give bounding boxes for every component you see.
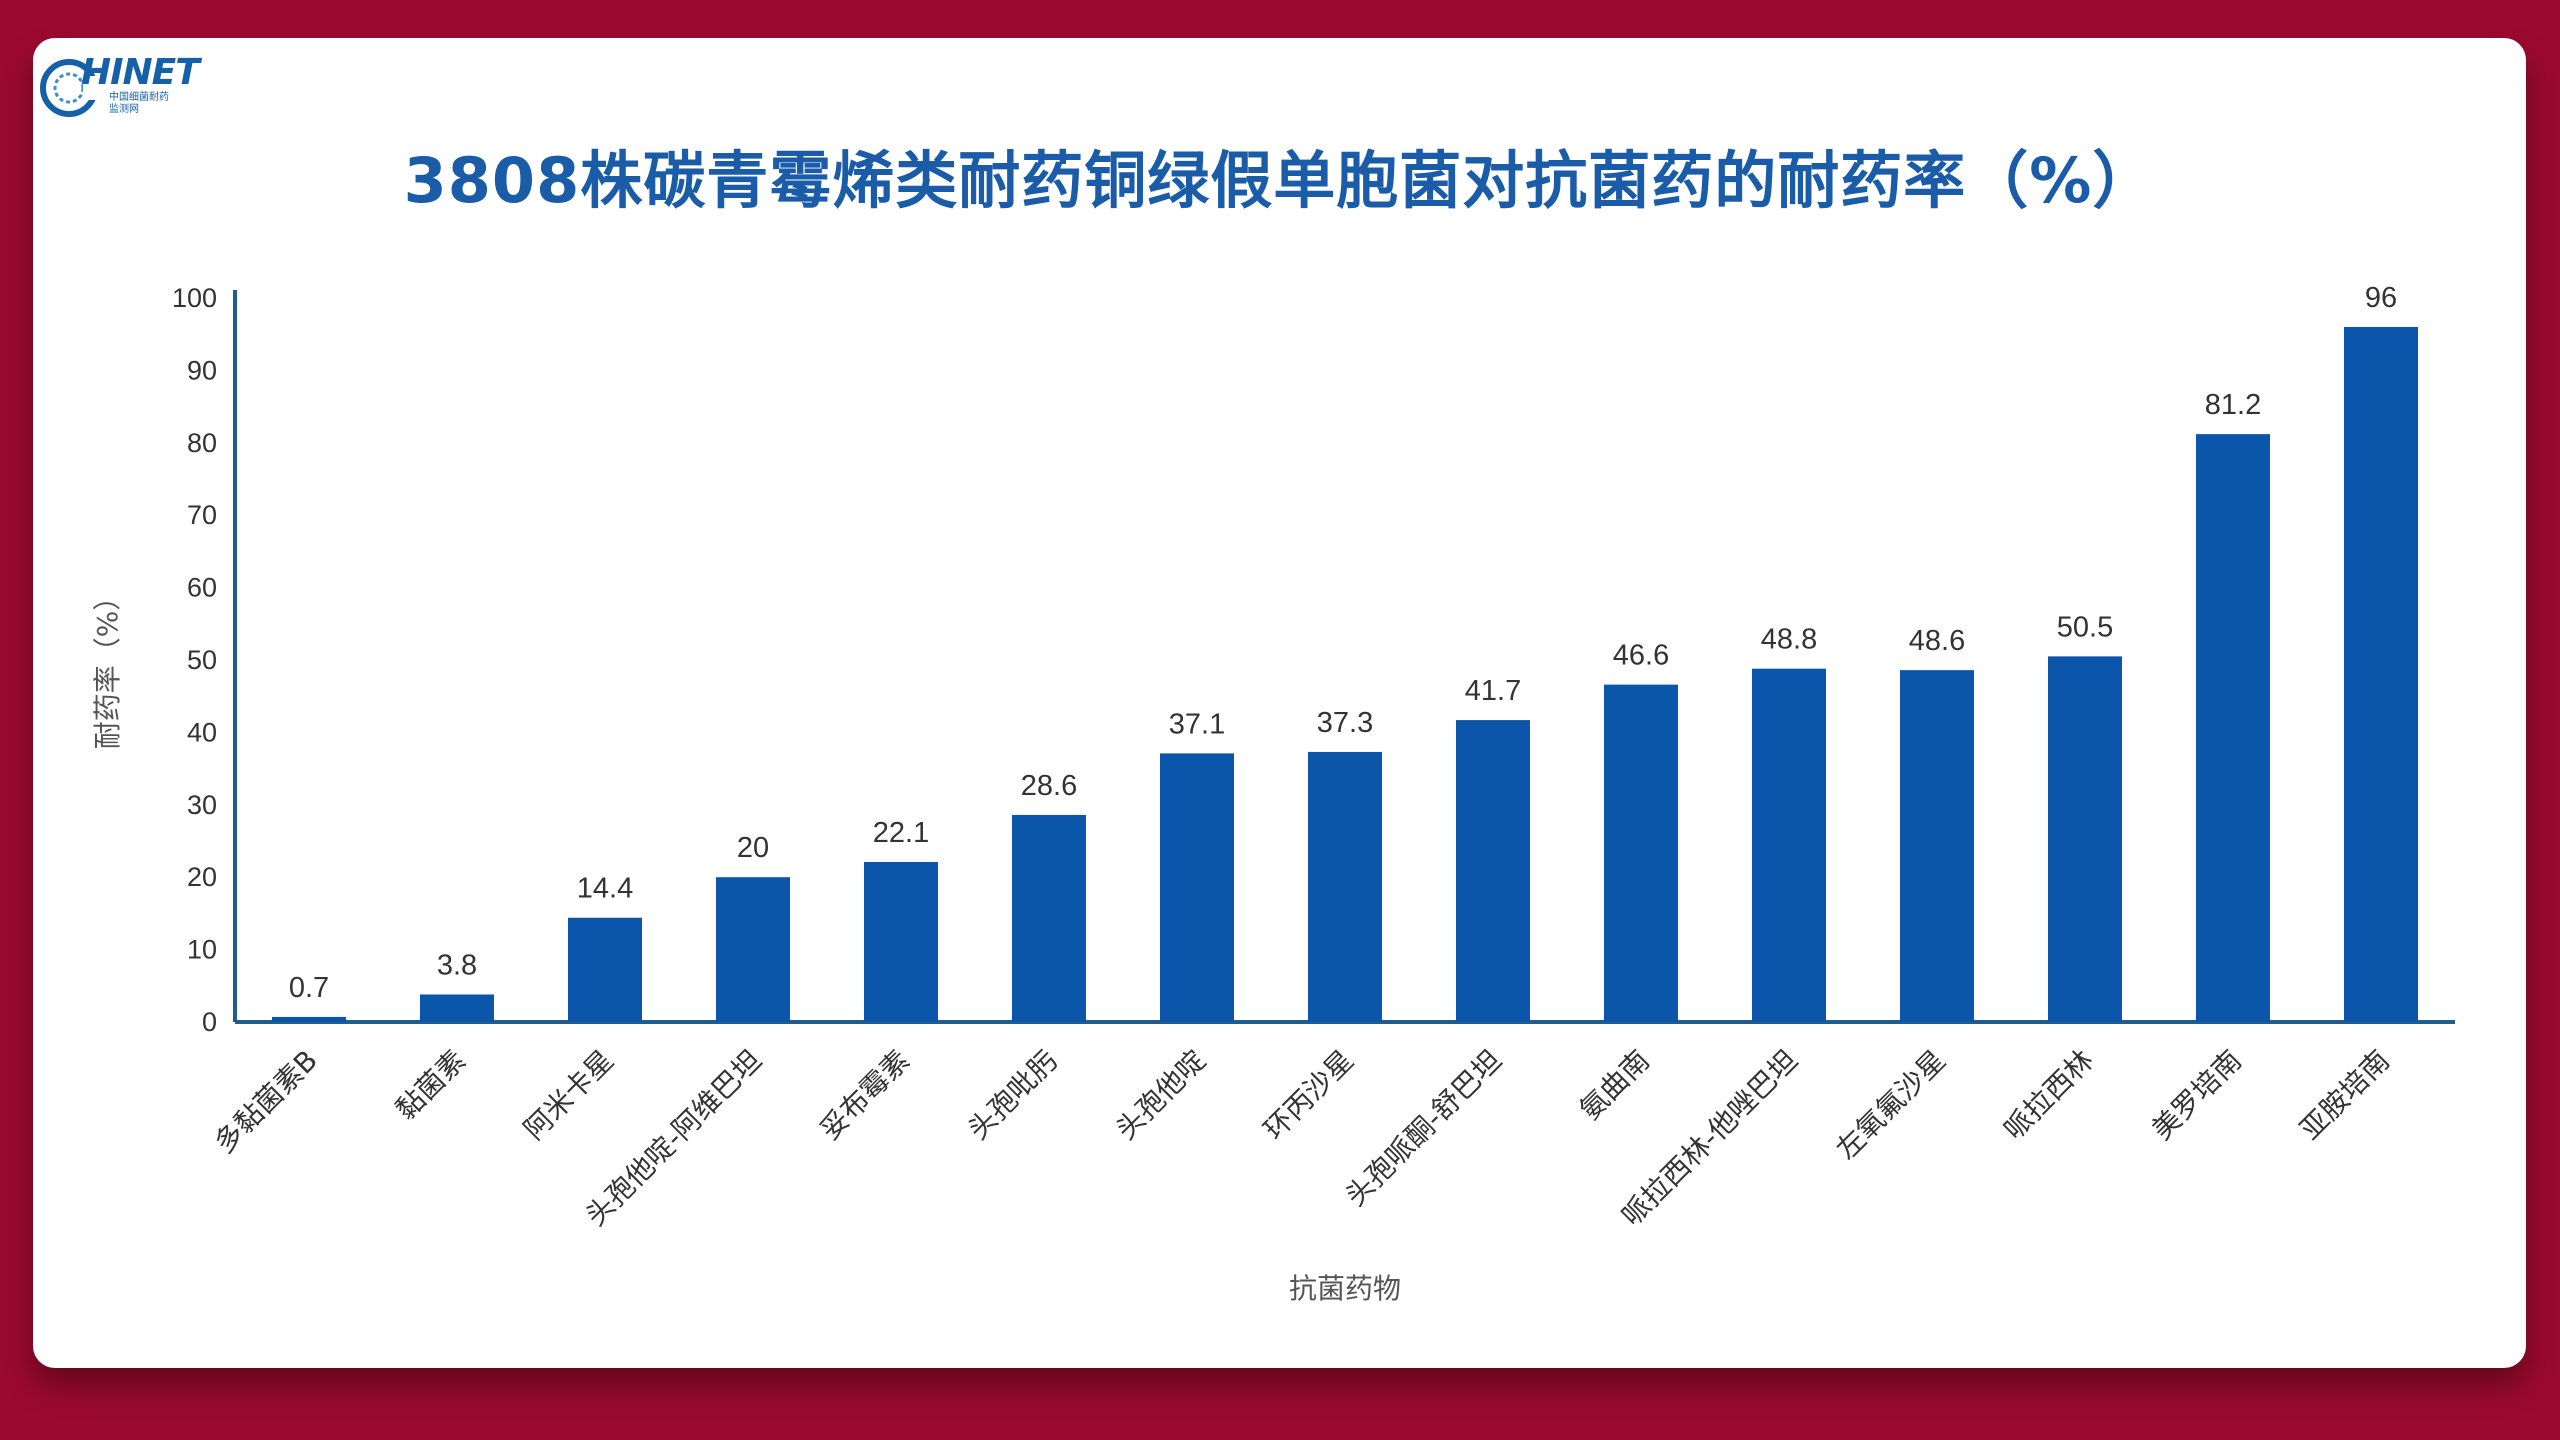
y-axis-title: 耐药率（%） — [91, 583, 124, 750]
category-label: 多黏菌素B — [208, 1044, 324, 1160]
data-label: 3.8 — [437, 949, 477, 981]
y-tick-label: 20 — [187, 862, 217, 892]
y-tick-label: 80 — [187, 428, 217, 458]
category-label: 美罗培南 — [2145, 1044, 2248, 1147]
bar — [420, 994, 494, 1022]
bar — [568, 917, 642, 1022]
x-axis-title: 抗菌药物 — [1289, 1272, 1401, 1305]
logo-icon — [40, 59, 99, 117]
y-tick-label: 70 — [187, 500, 217, 530]
data-label: 81.2 — [2205, 389, 2261, 421]
logo-subtitle: 中国细菌耐药 监测网 — [109, 92, 169, 115]
data-label: 46.6 — [1613, 640, 1669, 672]
chinet-logo: HINET 中国细菌耐药 监测网 — [39, 48, 200, 120]
bar — [1012, 814, 1086, 1022]
data-label: 14.4 — [577, 873, 633, 905]
bar — [1160, 753, 1234, 1022]
y-tick-label: 50 — [187, 645, 217, 675]
bar — [2048, 656, 2122, 1022]
category-label: 头孢哌酮-舒巴坦 — [1339, 1044, 1508, 1213]
bar-chart: 0 10 20 30 40 50 60 70 80 90 100 耐药率（%） 0.7 多黏菌素B 3.8 黏… — [91, 282, 2455, 1305]
y-tick-label: 100 — [172, 283, 217, 313]
bar — [2344, 326, 2418, 1023]
category-label: 妥布霉素 — [813, 1044, 916, 1147]
data-label: 41.7 — [1465, 675, 1521, 707]
y-tick-label: 30 — [187, 790, 217, 820]
data-label: 28.6 — [1021, 770, 1077, 802]
bar — [716, 877, 790, 1022]
y-tick-label: 0 — [202, 1007, 217, 1037]
bar — [1752, 668, 1826, 1022]
category-label: 阿米卡星 — [517, 1044, 620, 1147]
data-label: 50.5 — [2057, 611, 2113, 643]
bar — [272, 1016, 346, 1022]
data-label: 96 — [2365, 282, 2397, 314]
data-label: 22.1 — [873, 817, 929, 849]
data-label: 20 — [737, 832, 769, 864]
bar — [2196, 434, 2270, 1022]
category-label: 环丙沙星 — [1257, 1044, 1360, 1147]
data-label: 37.3 — [1317, 707, 1373, 739]
data-label: 0.7 — [289, 972, 329, 1004]
data-label: 37.1 — [1169, 708, 1225, 740]
bar — [1308, 751, 1382, 1022]
category-label: 头孢他啶 — [1109, 1044, 1212, 1147]
category-label: 头孢吡肟 — [961, 1044, 1064, 1147]
bar — [1456, 720, 1530, 1022]
data-label: 48.6 — [1909, 625, 1965, 657]
chart-card: HINET 中国细菌耐药 监测网 3808株碳青霉烯类耐药铜绿假单胞菌对抗菌药的… — [33, 38, 2526, 1368]
bar — [1900, 670, 1974, 1022]
bar — [864, 861, 938, 1022]
y-tick-label: 90 — [187, 355, 217, 385]
bar — [1604, 684, 1678, 1022]
category-label: 黏菌素 — [389, 1044, 472, 1127]
y-tick-label: 10 — [187, 935, 217, 965]
category-label: 左氧氟沙星 — [1830, 1044, 1952, 1166]
logo-word: HINET — [81, 52, 200, 93]
category-label: 亚胺培南 — [2293, 1044, 2396, 1147]
data-label: 48.8 — [1761, 624, 1817, 656]
category-label: 氨曲南 — [1573, 1044, 1656, 1127]
y-tick-label: 40 — [187, 717, 217, 747]
category-label: 哌拉西林 — [1997, 1044, 2100, 1147]
y-tick-label: 60 — [187, 573, 217, 603]
chart-title: 3808株碳青霉烯类耐药铜绿假单胞菌对抗菌药的耐药率（%） — [403, 144, 2156, 217]
